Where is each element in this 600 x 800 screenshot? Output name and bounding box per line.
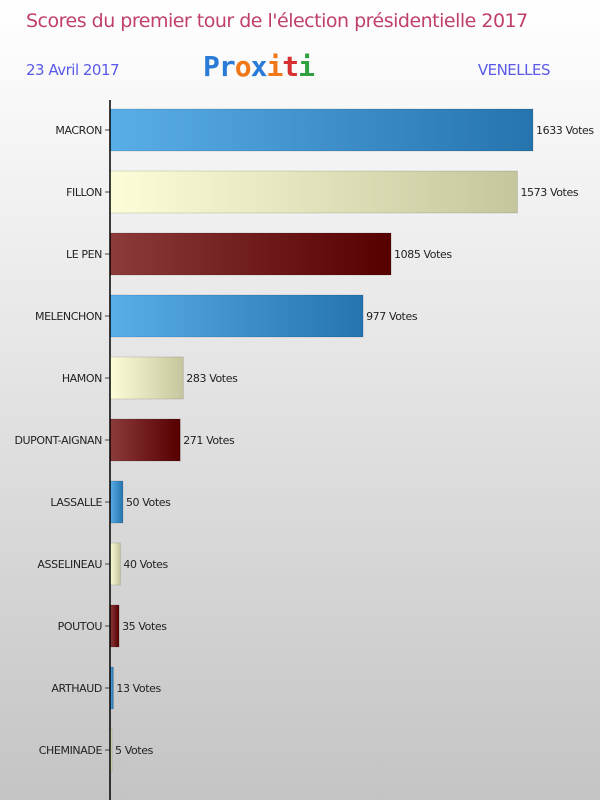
category-label: MACRON: [55, 124, 102, 137]
logo-letter: o: [234, 50, 252, 83]
value-label: 977 Votes: [366, 310, 418, 323]
bar-poutou: [109, 604, 120, 648]
bar-le pen: [109, 232, 392, 276]
category-label: HAMON: [62, 372, 102, 385]
bar-fillon: [109, 170, 518, 214]
category-label: LASSALLE: [50, 496, 102, 509]
bar-macron: [109, 108, 534, 152]
bar-asselineau: [109, 542, 121, 586]
value-label: 40 Votes: [123, 558, 168, 571]
category-label: ARTHAUD: [51, 682, 102, 695]
category-label: ASSELINEAU: [37, 558, 102, 571]
value-label: 13 Votes: [116, 682, 161, 695]
category-label: MELENCHON: [35, 310, 102, 323]
logo-letter: i: [298, 50, 315, 83]
value-label: 1573 Votes: [520, 186, 578, 199]
category-label: LE PEN: [66, 248, 102, 261]
commune-name: VENELLES: [477, 61, 551, 79]
value-label: 35 Votes: [122, 620, 167, 633]
logo-letter: t: [282, 50, 299, 83]
value-label: 50 Votes: [126, 496, 171, 509]
bar-hamon: [109, 356, 184, 400]
value-label: 271 Votes: [183, 434, 235, 447]
value-label: 283 Votes: [186, 372, 238, 385]
value-label: 1085 Votes: [394, 248, 452, 261]
category-label: FILLON: [66, 186, 102, 199]
logo-letter: x: [250, 50, 268, 83]
category-label: DUPONT-AIGNAN: [14, 434, 102, 447]
logo-letter: P: [203, 50, 220, 83]
category-label: POUTOU: [58, 620, 103, 633]
value-label: 5 Votes: [115, 744, 154, 757]
election-date: 23 Avril 2017: [26, 61, 120, 79]
bar-melenchon: [109, 294, 364, 338]
bar-lassalle: [109, 480, 124, 524]
chart-title: Scores du premier tour de l'élection pré…: [26, 10, 528, 32]
logo-letter: i: [266, 50, 283, 83]
bar-dupont-aignan: [109, 418, 181, 462]
value-label: 1633 Votes: [536, 124, 594, 137]
proxiti-logo: Proxiti: [203, 50, 315, 83]
logo-letter: r: [218, 50, 236, 83]
category-label: CHEMINADE: [39, 744, 103, 757]
